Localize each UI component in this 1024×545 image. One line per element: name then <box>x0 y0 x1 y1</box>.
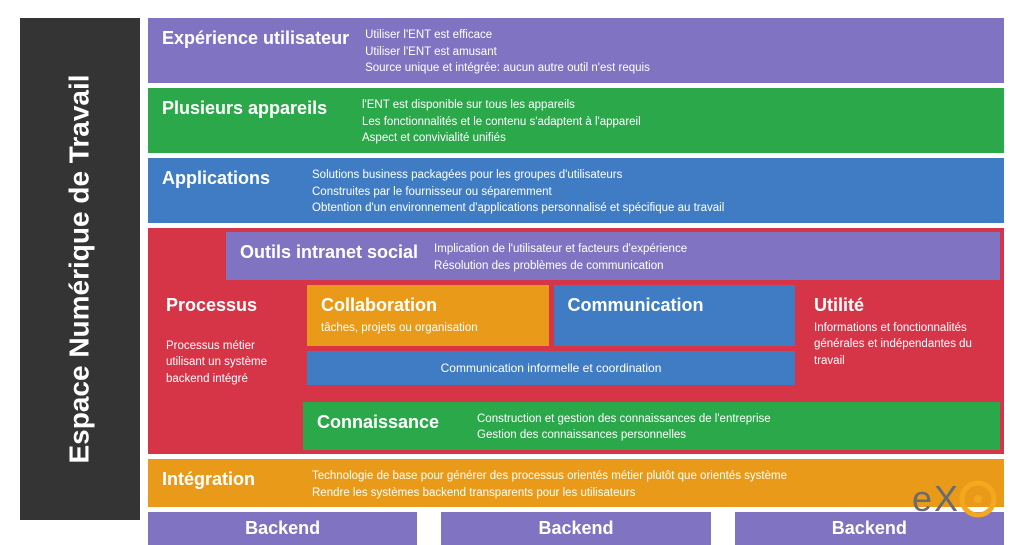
row-ux: Expérience utilisateur Utiliser l'ENT es… <box>148 18 1004 83</box>
processus-title: Processus <box>166 295 288 316</box>
block-comm: Communication <box>554 285 796 346</box>
exo-logo: e X <box>912 477 1002 526</box>
block-util: Utilité Informations et fonctionnalités … <box>800 285 1000 396</box>
intranet-spacer <box>148 232 226 285</box>
four-col-row: Processus Processus métier utilisant un … <box>148 285 1004 396</box>
know-spacer <box>148 402 303 454</box>
intranet-row: Outils intranet social Implication de l'… <box>148 232 1004 285</box>
integration-desc: Technologie de base pour générer des pro… <box>312 465 787 501</box>
collab-comm-row: Collaboration tâches, projets ou organis… <box>307 285 795 346</box>
collab-title: Collaboration <box>321 295 535 316</box>
row-ux-title: Expérience utilisateur <box>162 24 365 49</box>
row-integration: Intégration Technologie de base pour gén… <box>148 459 1004 507</box>
block-comm-inf: Communication informelle et coordination <box>307 351 795 385</box>
red-frame: Outils intranet social Implication de l'… <box>148 228 1004 454</box>
row-apps-line: Solutions business packagées pour les gr… <box>312 167 724 184</box>
row-devices-line: l'ENT est disponible sur tous les appare… <box>362 97 641 114</box>
block-processus: Processus Processus métier utilisant un … <box>152 285 302 396</box>
row-intranet-line: Implication de l'utilisateur et facteurs… <box>434 241 687 258</box>
exo-logo-svg: e X <box>912 477 1002 521</box>
row-devices-line: Aspect et convivialité unifiés <box>362 130 641 147</box>
util-sub: Informations et fonctionnalités générale… <box>814 320 986 368</box>
row-apps-line: Obtention d'un environnement d'applicati… <box>312 200 724 217</box>
row-intranet-title: Outils intranet social <box>240 238 434 263</box>
backend-1: Backend <box>148 512 417 545</box>
know-row: Connaissance Construction et gestion des… <box>148 402 1004 454</box>
comm-title: Communication <box>568 295 782 316</box>
integration-line: Rendre les systèmes backend transparents… <box>312 485 787 502</box>
logo-e: e <box>912 478 932 519</box>
row-apps-title: Applications <box>162 164 312 189</box>
row-intranet-desc: Implication de l'utilisateur et facteurs… <box>434 238 687 274</box>
row-apps-desc: Solutions business packagées pour les gr… <box>312 164 724 217</box>
row-devices: Plusieurs appareils l'ENT est disponible… <box>148 88 1004 153</box>
row-intranet: Outils intranet social Implication de l'… <box>226 232 1000 280</box>
integration-line: Technologie de base pour générer des pro… <box>312 468 787 485</box>
processus-sub: Processus métier utilisant un système ba… <box>166 338 288 386</box>
util-title: Utilité <box>814 295 986 316</box>
row-apps-line: Construites par le fournisseur ou sépare… <box>312 184 724 201</box>
row-ux-line: Source unique et intégrée: aucun autre o… <box>365 60 650 77</box>
block-know: Connaissance Construction et gestion des… <box>303 402 1000 450</box>
sidebar-title: Espace Numérique de Travail <box>64 74 96 463</box>
backend-2: Backend <box>441 512 710 545</box>
row-ux-line: Utiliser l'ENT est amusant <box>365 44 650 61</box>
row-devices-desc: l'ENT est disponible sur tous les appare… <box>362 94 641 147</box>
middle-wrapper: Outils intranet social Implication de l'… <box>148 228 1004 454</box>
row-devices-line: Les fonctionnalités et le contenu s'adap… <box>362 114 641 131</box>
logo-x: X <box>934 478 958 519</box>
row-devices-title: Plusieurs appareils <box>162 94 362 119</box>
backend-row: Backend Backend Backend <box>148 512 1004 545</box>
diagram-container: Espace Numérique de Travail Expérience u… <box>0 0 1024 538</box>
row-ux-desc: Utiliser l'ENT est efficace Utiliser l'E… <box>365 24 650 77</box>
know-title: Connaissance <box>317 408 477 433</box>
integration-title: Intégration <box>162 465 312 490</box>
row-intranet-line: Résolution des problèmes de communicatio… <box>434 258 687 275</box>
know-desc: Construction et gestion des connaissance… <box>477 408 771 444</box>
block-collab: Collaboration tâches, projets ou organis… <box>307 285 549 346</box>
main-column: Expérience utilisateur Utiliser l'ENT es… <box>148 18 1004 520</box>
center-stack: Collaboration tâches, projets ou organis… <box>307 285 795 396</box>
row-apps: Applications Solutions business packagée… <box>148 158 1004 223</box>
comm-inf-label: Communication informelle et coordination <box>441 361 662 375</box>
row-ux-line: Utiliser l'ENT est efficace <box>365 27 650 44</box>
know-line: Gestion des connaissances personnelles <box>477 427 771 444</box>
know-line: Construction et gestion des connaissance… <box>477 411 771 428</box>
collab-sub: tâches, projets ou organisation <box>321 320 535 336</box>
logo-o-dot <box>974 495 982 503</box>
sidebar: Espace Numérique de Travail <box>20 18 140 520</box>
